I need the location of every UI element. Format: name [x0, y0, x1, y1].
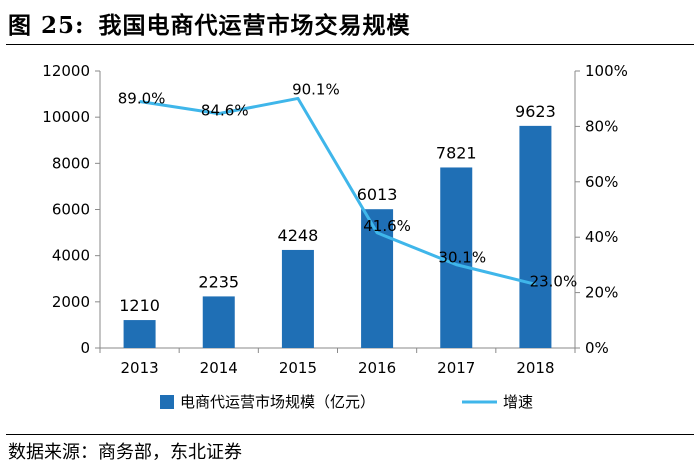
bar-value-label: 7821 — [436, 143, 477, 162]
source-note: 数据来源：商务部，东北证券 — [8, 442, 242, 463]
y-right-tick-label: 60% — [585, 173, 618, 191]
y-left-tick-label: 6000 — [52, 201, 90, 219]
y-right-tick-label: 100% — [585, 62, 628, 80]
figure-label: 图 25: — [8, 12, 85, 39]
bar — [123, 320, 156, 348]
y-left-tick-label: 10000 — [42, 108, 90, 126]
y-left-tick-label: 8000 — [52, 154, 90, 172]
figure-title: 图 25: 我国电商代运营市场交易规模 — [8, 6, 692, 42]
bar-value-label: 1210 — [119, 296, 160, 315]
line-value-label: 89.0% — [118, 89, 166, 107]
combo-chart: 0 2000 4000 6000 8000 10000 12000 0% 20% 40% 60% 80… — [42, 62, 628, 411]
legend-label-line: 增速 — [503, 393, 533, 411]
x-tick-label: 2015 — [279, 359, 317, 377]
bar-value-label: 9623 — [515, 102, 556, 121]
y-left-tick-label: 0 — [80, 339, 90, 357]
y-right-tick-label: 80% — [585, 117, 618, 135]
bar — [281, 249, 314, 348]
y-right-tick-label: 20% — [585, 284, 618, 302]
legend-label-bar: 电商代运营市场规模（亿元） — [180, 393, 375, 411]
bar-value-label: 4248 — [278, 226, 319, 245]
bar-value-label: 6013 — [357, 185, 398, 204]
figure-title-text: 我国电商代运营市场交易规模 — [98, 12, 411, 39]
line-value-label: 84.6% — [201, 102, 249, 120]
x-tick-label: 2016 — [358, 359, 396, 377]
y-left-tick-label: 12000 — [42, 62, 90, 80]
line-value-label: 90.1% — [292, 80, 340, 98]
y-right-tick-label: 0% — [585, 339, 609, 357]
bar — [202, 296, 235, 348]
bar — [519, 125, 552, 348]
legend-swatch-bar — [160, 395, 174, 409]
y-left-tick-label: 2000 — [52, 293, 90, 311]
bar — [440, 167, 473, 348]
line-value-label: 23.0% — [530, 272, 578, 290]
line-value-label: 41.6% — [363, 217, 411, 235]
growth-line — [139, 96, 536, 286]
title-divider — [6, 44, 694, 45]
x-tick-label: 2018 — [516, 359, 554, 377]
x-tick-label: 2014 — [200, 359, 238, 377]
y-left-tick-label: 4000 — [52, 247, 90, 265]
x-tick-label: 2017 — [437, 359, 475, 377]
line-value-label: 30.1% — [438, 249, 486, 267]
y-right-tick-label: 40% — [585, 228, 618, 246]
source-divider — [6, 434, 694, 435]
x-tick-label: 2013 — [120, 359, 158, 377]
bar-value-label: 2235 — [198, 272, 239, 291]
